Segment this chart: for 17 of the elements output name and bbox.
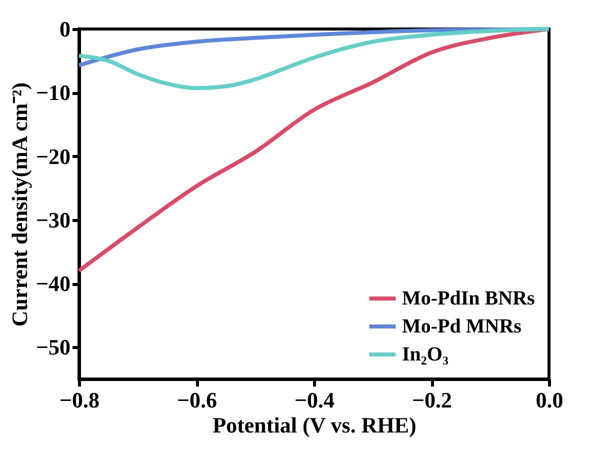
x-tick-label: −0.6 [176,388,218,412]
x-tick-label: 0.0 [536,388,564,412]
legend-label: In₂O₃ [402,344,448,366]
y-tick-label: −40 [36,271,70,296]
y-tick-label: −30 [36,207,70,232]
y-tick-label: −10 [36,80,70,106]
y-tick-label: −20 [36,144,70,169]
line-series [77,27,551,90]
x-tick-label: −0.4 [294,388,335,412]
x-tick-label: −0.2 [412,388,452,412]
y-tick-label: −50 [36,334,70,360]
y-tick-label: 0 [60,16,70,42]
x-axis-title: Potential (V vs. RHE) [212,412,416,438]
legend-label: Mo-PdIn BNRs [402,288,536,310]
x-tick-label: −0.8 [59,388,100,412]
y-axis-title: Current density(mA cm⁻²) [6,82,32,327]
legend-label: Mo-Pd MNRs [402,316,522,338]
